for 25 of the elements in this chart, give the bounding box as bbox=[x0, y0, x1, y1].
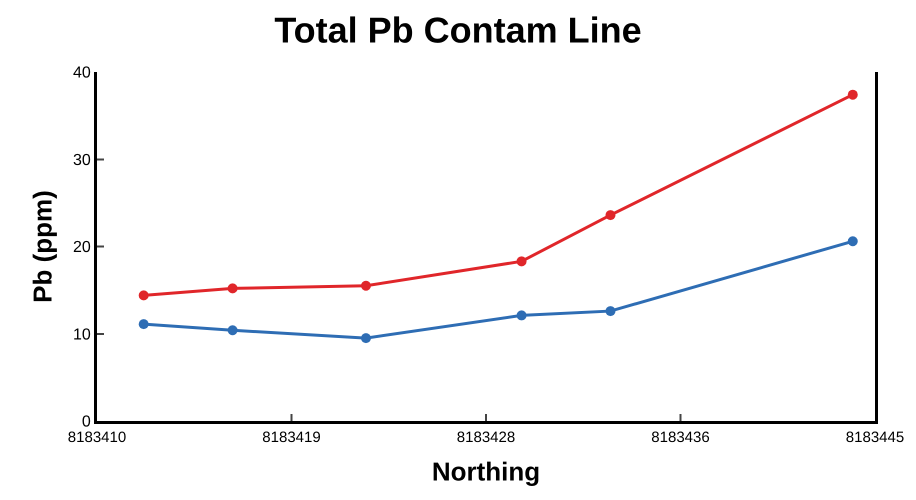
point bbox=[360, 333, 371, 344]
point bbox=[516, 256, 527, 266]
point bbox=[848, 90, 858, 100]
y-tick-label: 30 bbox=[73, 152, 91, 169]
y-tick-label: 0 bbox=[82, 414, 91, 431]
y-tick-label: 20 bbox=[73, 239, 91, 256]
chart-title: Total Pb Contam Line bbox=[274, 10, 642, 51]
x-tick-label: 8183436 bbox=[651, 429, 710, 446]
point bbox=[138, 319, 149, 330]
x-tick-label: 8183410 bbox=[68, 429, 126, 446]
point bbox=[605, 210, 616, 220]
x-axis-title: Northing bbox=[432, 456, 540, 487]
point bbox=[360, 280, 371, 291]
x-tick-label: 8183428 bbox=[456, 429, 516, 446]
x-tick-label: 8183445 bbox=[846, 429, 904, 446]
point bbox=[138, 290, 149, 300]
point bbox=[228, 325, 238, 336]
point bbox=[516, 310, 527, 320]
point bbox=[605, 306, 616, 316]
y-tick-label: 40 bbox=[73, 64, 91, 82]
point bbox=[228, 283, 238, 294]
x-tick-label: 8183419 bbox=[262, 429, 321, 446]
y-tick-label: 10 bbox=[73, 326, 91, 344]
point bbox=[848, 236, 858, 246]
y-axis-title: Pb (ppm) bbox=[27, 190, 58, 303]
